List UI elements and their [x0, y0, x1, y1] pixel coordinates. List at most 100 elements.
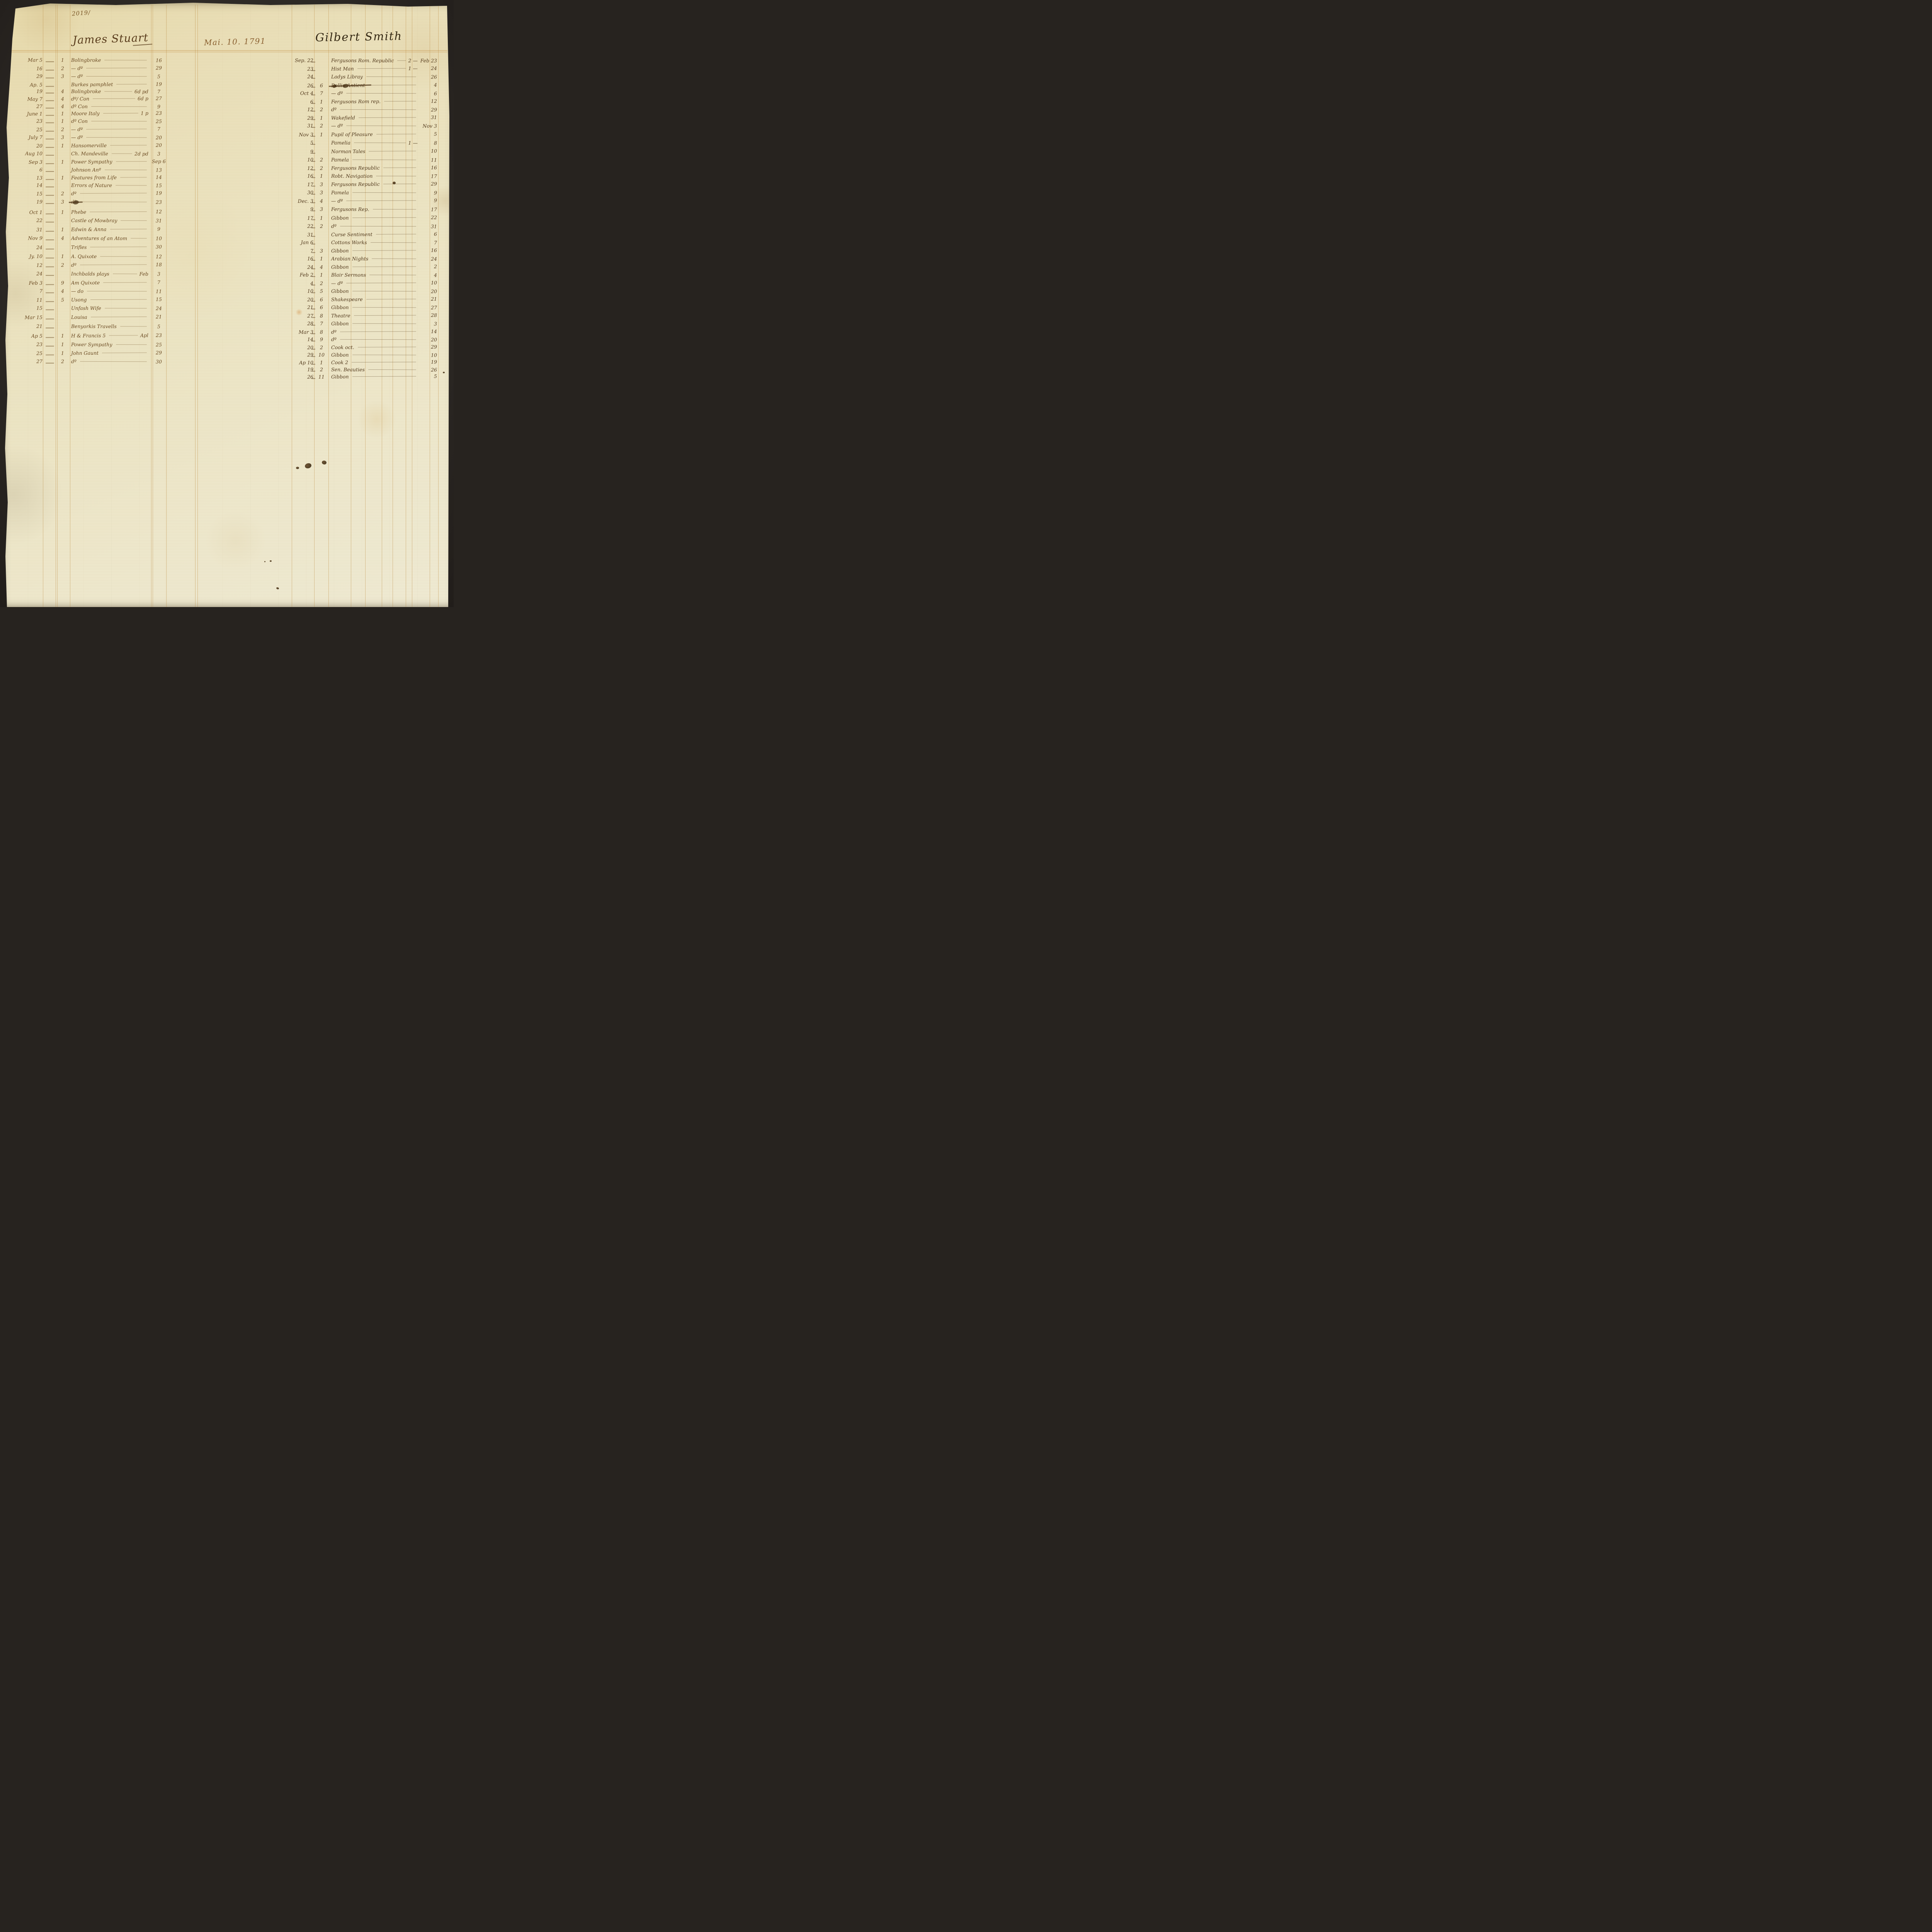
entry-title: Gibbon [331, 304, 349, 310]
entry-title-cell: Blair Sermons [331, 272, 418, 278]
ledger-row: 17 1 Gibbon 22 [293, 214, 439, 223]
ink-rule [346, 200, 416, 201]
entry-volume: 1 [61, 118, 64, 124]
ink-rule [100, 256, 147, 257]
entry-title: dº Con [71, 103, 88, 109]
ledger-row: Feb 2 1 Blair Sermons 4 [293, 272, 439, 280]
ledger-row: 21 Benyorkis Travells 5 [13, 323, 168, 331]
ink-rule [340, 339, 417, 340]
entry-title: Ch. Mandeville [71, 150, 108, 157]
entry-volume: 3 [320, 206, 323, 212]
entry-title: Cook 2 [331, 359, 349, 366]
entry-title-cell: — dº [331, 197, 418, 204]
entry-title-cell: Gibbon [331, 214, 418, 221]
entry-volume: 1 [61, 333, 64, 339]
entry-title-cell: Pamela [331, 190, 418, 196]
entry-title-cell: Hansomerville [71, 142, 149, 148]
entry-return: 9 [157, 104, 160, 110]
entry-title-cell: Edwin & Anna [71, 226, 149, 232]
column-rule [195, 5, 196, 607]
entry-title-cell: Burkes pamphlet [71, 81, 149, 87]
entry-date: Nov 3 [299, 131, 314, 138]
entry-title: Pamela [331, 189, 349, 196]
ink-rule [131, 238, 147, 239]
entry-return: 10 [431, 148, 437, 154]
entry-return: 9 [434, 190, 437, 196]
ink-dash [45, 107, 54, 109]
ledger-row: Sep. 22 Fergusons Rom. Republic 2 — Feb 23 [293, 58, 439, 66]
entry-return: 22 [431, 214, 437, 221]
ink-blot [276, 587, 279, 590]
ink-rule [80, 264, 147, 265]
ink-rule [86, 76, 147, 77]
entry-title: Pamela [331, 156, 349, 163]
entry-title: Benyorkis Travells [71, 323, 117, 330]
ledger-row: 23 1 Power Sympathy 25 [13, 341, 168, 349]
entry-date: July 7 [28, 134, 43, 140]
entry-return: 27 [431, 304, 437, 311]
entry-note: 6d pd [134, 88, 149, 95]
entry-note: 2 — [408, 58, 418, 64]
ledger-row: 31 2 — dº Nov 3 [293, 123, 439, 131]
entry-return: 29 [155, 350, 162, 356]
entry-volume: 6 [320, 304, 323, 310]
entry-return: 10 [431, 352, 437, 358]
entry-volume: 2 [61, 126, 64, 133]
entry-return: 14 [155, 174, 162, 180]
entry-volume: 8 [320, 329, 323, 335]
ink-rule [352, 266, 416, 267]
ledger-row: May 7 4 dº/ Con 6d p 27 [13, 95, 168, 104]
entry-volume: 1 [320, 99, 323, 105]
entry-title-cell: Robt. Navigation [331, 173, 418, 179]
entry-volume: 1 [61, 253, 64, 259]
entry-date: Jan 6 [301, 239, 314, 245]
entry-return: 9 [434, 197, 437, 204]
entry-date: Dec. 3 [298, 198, 314, 204]
entry-title: John Gaunt [71, 350, 99, 356]
entry-date: 28 [307, 320, 314, 327]
entry-date: Ap 10 [299, 359, 314, 366]
ledger-row: 31 Curse Sentiment 6 [293, 231, 439, 240]
ledger-row: 10 2 Pamela 11 [293, 157, 439, 165]
date-heading: Mai. 10. 1791 [204, 36, 266, 48]
entry-title: — dº [331, 90, 343, 96]
entry-return: 8 [434, 140, 437, 146]
ink-rule [383, 167, 416, 168]
ink-rule [116, 161, 147, 162]
entry-title: — dº [331, 122, 343, 129]
entry-return: 7 [157, 279, 160, 286]
entry-volume: 3 [61, 199, 64, 205]
ledger-row: 14 Errors of Nature 15 [13, 182, 168, 190]
ink-dash [46, 163, 54, 164]
entry-title-cell: Features from Life [71, 174, 149, 180]
entry-date: Aug 10 [25, 150, 43, 156]
ink-rule [121, 220, 147, 221]
entry-date: 24 [36, 244, 43, 250]
entry-date: 14 [36, 182, 43, 188]
entry-date: 12 [36, 262, 43, 268]
entry-title-cell: Gibbon [331, 247, 418, 253]
entry-volume: 2 [320, 122, 323, 129]
entry-return: 20 [156, 134, 162, 141]
entry-date: 30 [307, 189, 314, 196]
entry-date: 26 [307, 82, 314, 88]
ink-dash [46, 337, 54, 338]
entry-title-cell: Gibbon [331, 352, 418, 358]
ledger-row: 22 Castle of Mowbray 31 [13, 217, 168, 225]
ink-dash [45, 92, 54, 94]
ink-rule [116, 344, 147, 345]
entry-title: Robt. Navigation [331, 173, 373, 179]
ledger-row: 12 2 dº 18 [13, 262, 168, 270]
ledger-row: Mar 5 1 Bolingbroke 16 [13, 57, 168, 65]
entry-title: dº [71, 358, 77, 364]
entry-return: 6 [434, 231, 437, 237]
column-rule [365, 5, 366, 607]
entry-date: 9 [310, 148, 314, 155]
entry-date: 20 [307, 344, 314, 350]
entry-title: — dº [71, 126, 83, 133]
entry-date: Sep. 22 [295, 57, 314, 63]
entry-title-cell: Cottons Works [331, 240, 418, 246]
entry-return: 5 [434, 131, 437, 137]
entry-volume: 1 [320, 255, 323, 262]
entry-return: Sep 6 [151, 158, 166, 165]
